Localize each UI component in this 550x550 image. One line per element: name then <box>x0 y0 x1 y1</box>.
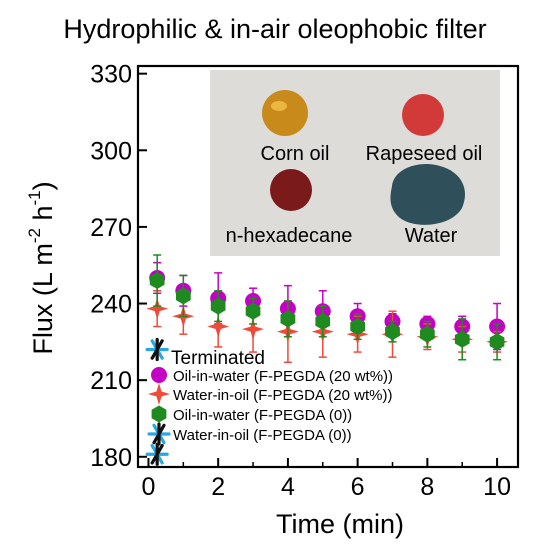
inset-photo: Corn oil Rapeseed oil n-hexadecane Water <box>210 70 500 256</box>
data-point <box>315 312 331 330</box>
data-point <box>146 297 169 320</box>
x-tick-label: 8 <box>420 473 434 501</box>
legend-marker <box>148 383 170 405</box>
series-3 <box>145 442 169 466</box>
inset-background <box>210 70 500 256</box>
y-tick-label: 180 <box>90 444 132 472</box>
corn-oil-droplet <box>262 90 308 136</box>
inset-label: Corn oil <box>261 143 330 165</box>
legend-label: Oil-in-water (F-PEGDA (0)) <box>173 407 352 424</box>
x-axis-label: Time (min) <box>276 509 404 539</box>
x-tick-label: 2 <box>211 473 225 501</box>
inset-label: n-hexadecane <box>226 225 353 247</box>
x-tick-label: 0 <box>142 473 156 501</box>
legend-label: Water-in-oil (F-PEGDA (0)) <box>173 427 352 444</box>
y-tick-label: 300 <box>90 137 132 165</box>
data-point <box>207 315 230 338</box>
water-droplet <box>390 164 466 225</box>
data-point <box>454 330 470 348</box>
legend-title: Terminated <box>171 348 265 369</box>
chart-series <box>145 254 509 466</box>
data-point <box>242 318 264 341</box>
series-2 <box>149 254 505 361</box>
n-hexadecane-droplet <box>270 169 312 211</box>
data-point <box>149 272 165 289</box>
x-tick-label: 10 <box>483 473 511 501</box>
data-point <box>210 297 226 315</box>
corn-oil-highlight <box>271 101 287 111</box>
y-tick-label: 270 <box>90 214 132 242</box>
legend-label: Oil-in-water (F-PEGDA (20 wt%)) <box>173 368 393 385</box>
data-point <box>385 323 400 341</box>
legend-marker <box>147 422 171 446</box>
data-point <box>420 325 435 343</box>
data-point <box>245 302 261 320</box>
legend-marker <box>151 367 167 383</box>
legend-marker <box>151 405 167 423</box>
y-tick-label: 330 <box>90 61 132 89</box>
data-point <box>489 333 505 351</box>
terminated-marker <box>145 337 169 362</box>
inset-label: Rapeseed oil <box>366 143 483 165</box>
chart-axes: 180 210 240 270 300 330 0 2 4 6 8 10 <box>90 61 520 501</box>
plot-frame <box>136 64 520 469</box>
legend-label: Water-in-oil (F-PEGDA (20 wt%)) <box>173 387 392 404</box>
data-point <box>145 442 169 466</box>
series-0 <box>149 261 506 351</box>
x-tick-label: 6 <box>351 473 365 501</box>
x-tick-label: 4 <box>281 473 295 501</box>
y-axis-label: Flux (L m-2 h-1) <box>25 181 58 354</box>
data-point <box>350 318 365 335</box>
y-tick-label: 240 <box>90 291 132 319</box>
y-tick-label: 210 <box>90 367 132 395</box>
data-point <box>176 287 191 305</box>
rapeseed-oil-droplet <box>402 94 444 136</box>
data-point <box>280 310 296 328</box>
chart-title: Hydrophilic & in-air oleophobic filter <box>63 14 487 44</box>
inset-label: Water <box>405 225 458 247</box>
